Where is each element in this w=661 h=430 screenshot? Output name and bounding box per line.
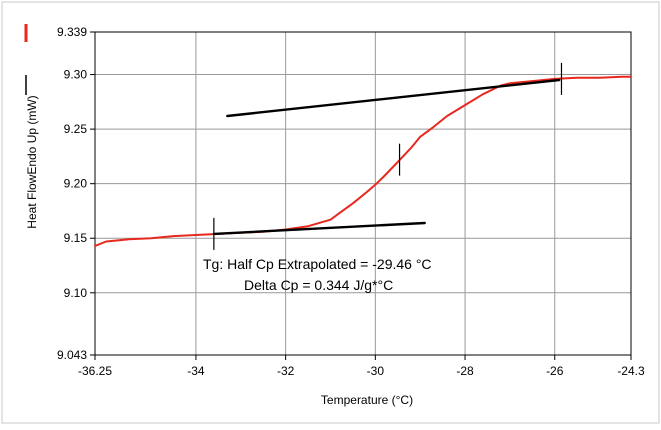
marker-layer: [213, 62, 563, 250]
x-tick-label: -24.3: [617, 364, 645, 378]
lower-tangent-line: [212, 221, 426, 236]
x-tick-label: -26: [546, 364, 564, 378]
x-axis-label: Temperature (°C): [321, 393, 413, 407]
upper-tangent-line: [226, 78, 561, 118]
y-tick-label: 9.339: [57, 25, 87, 39]
y-tick-label: 9.10: [64, 286, 88, 300]
y-tick-label: 9.15: [64, 231, 88, 245]
grid-layer: [95, 32, 631, 355]
y-tick-label: 9.25: [64, 122, 88, 136]
series-layer: [94, 75, 632, 247]
x-tick-label: -30: [367, 364, 385, 378]
plot-frame: [94, 31, 632, 356]
x-tick-label: -36.25: [78, 364, 112, 378]
x-tick-label: -32: [277, 364, 295, 378]
tick-layer: -36.25 -34 -32 -30 -28 -26 -24.3 9.043 9.10 9.15 9…: [57, 25, 645, 378]
y-tick-label: 9.043: [57, 348, 87, 362]
y-tick-label: 9.30: [64, 68, 88, 82]
x-tick-label: -34: [187, 364, 205, 378]
x-tick-label: -28: [456, 364, 474, 378]
y-tick-label: 9.20: [64, 177, 88, 191]
measured-curve: [94, 75, 632, 247]
y-axis-label: Heat FlowEndo Up (mW): [25, 95, 39, 228]
annotation-tg: Tg: Half Cp Extrapolated = -29.46 °C: [203, 256, 432, 272]
annotation-delta-cp: Delta Cp = 0.344 J/g*°C: [244, 277, 393, 293]
